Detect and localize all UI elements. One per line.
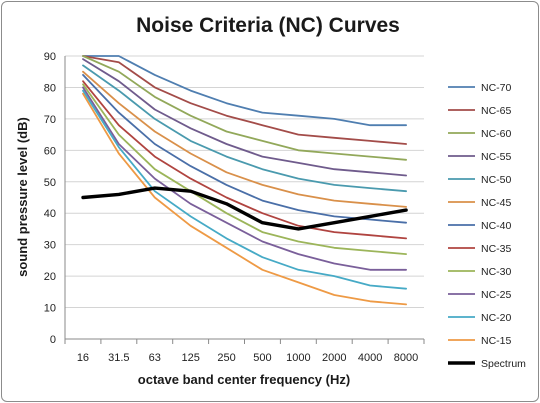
- series-line-nc-40: [82, 74, 408, 224]
- y-tick-label: 40: [44, 208, 56, 220]
- x-tick-label: 2000: [322, 352, 346, 364]
- y-tick-label: 50: [44, 177, 56, 189]
- legend-label-nc-35: NC-35: [481, 243, 512, 255]
- series-line-nc-70: [82, 55, 408, 127]
- y-tick-label: 70: [44, 114, 56, 126]
- legend-label-nc-25: NC-25: [481, 289, 512, 301]
- legend-label-spectrum: Spectrum: [481, 358, 526, 370]
- series-line-nc-35: [82, 80, 408, 240]
- axes: 0 10 20 30 40 50 60 70 80 90 16 31.5 63 125 250 500 1000…: [44, 51, 425, 364]
- legend: NC-70 NC-65 NC-60 NC-55 NC-50 NC-45 NC-40 NC-35…: [448, 82, 526, 370]
- legend-label-nc-55: NC-55: [481, 151, 512, 163]
- series-line-nc-45: [82, 70, 408, 208]
- x-axis-title: octave band center frequency (Hz): [138, 372, 350, 387]
- series-line-nc-55: [82, 58, 408, 177]
- series-line-nc-50: [82, 64, 408, 193]
- series-lines: [81, 55, 408, 306]
- y-tick-label: 20: [44, 271, 56, 283]
- legend-label-nc-40: NC-40: [481, 220, 512, 232]
- series-line-nc-25: [82, 86, 408, 271]
- y-axis-title: sound pressure level (dB): [15, 117, 30, 277]
- legend-label-nc-60: NC-60: [481, 128, 512, 140]
- series-line-spectrum: [81, 186, 408, 231]
- legend-label-nc-70: NC-70: [481, 82, 512, 94]
- y-tick-label: 30: [44, 240, 56, 252]
- x-tick-label: 125: [181, 352, 199, 364]
- x-tick-label: 8000: [394, 352, 418, 364]
- y-tick-label: 60: [44, 145, 56, 157]
- legend-label-nc-45: NC-45: [481, 197, 512, 209]
- x-tick-label: 63: [149, 352, 161, 364]
- legend-label-nc-50: NC-50: [481, 174, 512, 186]
- legend-label-nc-20: NC-20: [481, 312, 512, 324]
- x-tick-label: 31.5: [108, 352, 129, 364]
- x-tick-label: 1000: [286, 352, 310, 364]
- series-line-nc-65: [82, 55, 408, 145]
- legend-label-nc-65: NC-65: [481, 105, 512, 117]
- y-tick-label: 90: [44, 51, 56, 63]
- x-tick-label: 4000: [358, 352, 382, 364]
- x-tick-label: 250: [217, 352, 235, 364]
- legend-label-nc-15: NC-15: [481, 335, 512, 347]
- series-line-nc-60: [82, 55, 408, 161]
- series-line-nc-30: [82, 83, 408, 256]
- series-line-nc-15: [82, 92, 408, 306]
- series-line-nc-20: [82, 89, 408, 290]
- x-tick-label: 16: [77, 352, 89, 364]
- y-tick-label: 10: [44, 303, 56, 315]
- y-tick-label: 0: [50, 334, 56, 346]
- y-tick-label: 80: [44, 82, 56, 94]
- legend-label-nc-30: NC-30: [481, 266, 512, 278]
- x-tick-label: 500: [253, 352, 271, 364]
- chart-title: Noise Criteria (NC) Curves: [136, 14, 400, 37]
